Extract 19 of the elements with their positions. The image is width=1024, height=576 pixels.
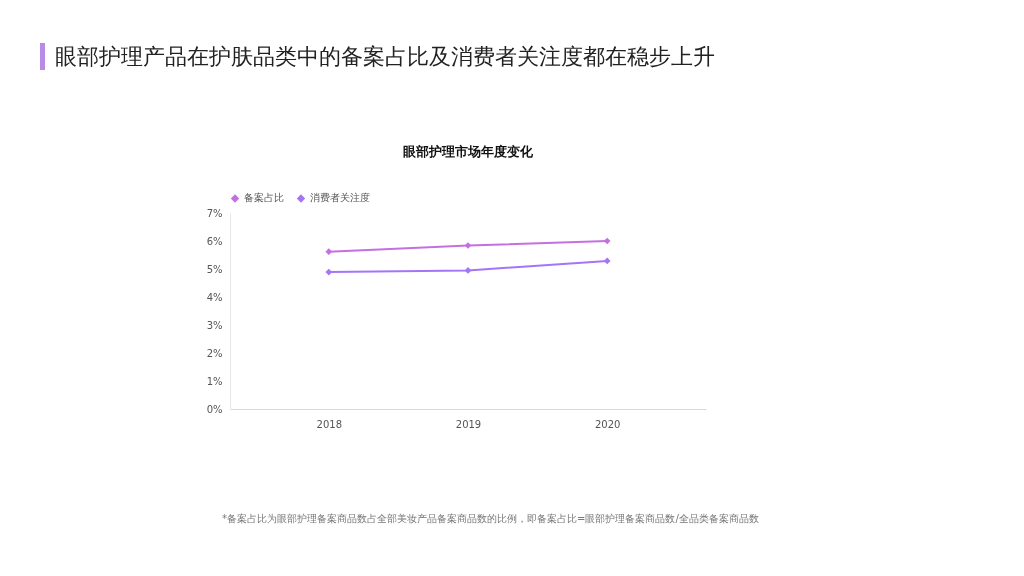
y-tick-label: 5% (206, 263, 223, 275)
y-tick-label: 7% (206, 207, 223, 219)
legend-label: 消费者关注度 (310, 192, 370, 204)
y-tick-label: 4% (206, 291, 223, 303)
y-tick-label: 3% (206, 319, 223, 331)
y-tick-label: 2% (206, 347, 223, 359)
y-tick-label: 0% (206, 403, 223, 415)
point (603, 237, 611, 245)
x-tick-label: 2020 (594, 418, 621, 430)
x-tick-label: 2019 (455, 418, 482, 430)
point (325, 248, 333, 255)
x-tick-label: 2018 (316, 418, 343, 430)
text: *备案占比为眼部护理备案商品数占全部美妆产品备案商品数的比例，即备案占比=眼部护理备案商品数/全品类备案商品数 (222, 512, 759, 526)
chart-title: 眼部护理产品在护肤品类中的备案占比及消费者关注度都在稳步上升 (55, 43, 715, 71)
point (603, 257, 611, 265)
chart-subtitle: 眼部护理市场年度变化 (403, 144, 534, 159)
y-tick-label: 6% (206, 235, 223, 247)
legend-label: 备案占比 (244, 192, 284, 204)
y-tick-label: 1% (206, 375, 223, 387)
